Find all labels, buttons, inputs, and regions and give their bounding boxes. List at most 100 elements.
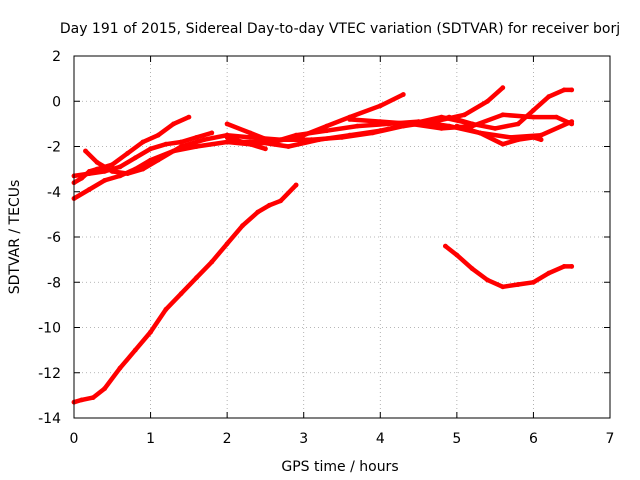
data-point [255, 139, 261, 145]
data-point [224, 139, 230, 145]
data-point [286, 144, 291, 149]
data-point [125, 150, 130, 156]
data-point [125, 171, 130, 177]
data-point [117, 365, 123, 371]
data-point [266, 202, 272, 208]
data-point [377, 103, 383, 109]
data-point [500, 141, 506, 147]
y-axis-label: SDTVAR / TECUs [7, 180, 23, 295]
data-point [90, 395, 96, 400]
data-point [186, 114, 192, 120]
data-point [515, 282, 521, 287]
data-point [538, 137, 544, 143]
data-point [500, 284, 506, 290]
series-line-sat-m [443, 243, 574, 290]
data-point [247, 130, 253, 136]
data-point [546, 270, 552, 276]
grid [74, 56, 610, 418]
data-point [500, 112, 506, 118]
data-point [148, 329, 154, 335]
data-point [83, 148, 88, 154]
data-point [178, 139, 184, 145]
data-point [446, 114, 452, 120]
data-point [531, 107, 536, 113]
y-tick-label: -8 [47, 275, 61, 291]
data-point [324, 128, 330, 134]
data-point [224, 132, 230, 138]
data-point [155, 132, 161, 138]
data-point [554, 114, 559, 120]
data-point [400, 92, 406, 97]
data-point [324, 123, 330, 129]
x-tick-label: 3 [299, 431, 308, 447]
data-point [171, 121, 176, 127]
data-point [423, 121, 429, 127]
data-point [347, 117, 353, 122]
data-point [224, 121, 230, 127]
data-point [538, 132, 544, 138]
x-tick-label: 6 [529, 431, 538, 447]
data-point [278, 198, 284, 204]
y-tick-label: 2 [52, 49, 61, 65]
data-point [531, 135, 536, 140]
data-point [561, 264, 567, 269]
data-point [109, 162, 115, 168]
data-point [102, 386, 107, 391]
y-tick-label: -10 [38, 321, 61, 337]
data-point [569, 87, 575, 93]
chart-title: Day 191 of 2015, Sidereal Day-to-day VTE… [60, 21, 620, 37]
data-point [293, 132, 299, 138]
data-point [561, 87, 567, 93]
data-point [531, 114, 536, 120]
data-point [309, 137, 314, 143]
data-point [117, 164, 123, 170]
data-point [531, 279, 536, 285]
data-point [500, 85, 506, 91]
x-tick-label: 0 [70, 431, 79, 447]
data-point [224, 241, 230, 247]
data-point [94, 159, 100, 165]
data-point [354, 123, 360, 129]
y-tick-label: -14 [38, 411, 61, 427]
data-point [140, 139, 146, 145]
data-point [515, 121, 521, 127]
data-point [546, 94, 552, 100]
data-point [515, 137, 521, 143]
data-point [155, 157, 161, 163]
data-point [377, 119, 383, 124]
data-point [148, 146, 154, 152]
data-point [469, 121, 475, 127]
data-point [270, 139, 276, 145]
y-tick-label: -2 [47, 140, 61, 156]
data-point [178, 291, 184, 296]
data-point [102, 178, 107, 183]
series-group [71, 85, 575, 405]
data-point [454, 252, 460, 258]
data-point [492, 125, 498, 131]
data-point [508, 135, 513, 140]
x-tick-label: 7 [606, 431, 615, 447]
data-point [163, 141, 169, 147]
data-point [209, 259, 215, 265]
data-point [462, 112, 467, 118]
data-point [569, 264, 575, 269]
data-point [439, 125, 444, 131]
data-point [201, 137, 207, 143]
data-point [79, 397, 85, 403]
data-point [339, 135, 345, 140]
data-point [86, 187, 92, 192]
data-point [485, 98, 490, 104]
series-line-sat-b [71, 130, 215, 179]
data-point [132, 155, 138, 161]
data-point [443, 243, 448, 249]
data-point [477, 130, 483, 136]
data-point [102, 169, 107, 174]
data-point [485, 277, 490, 283]
data-point [209, 130, 215, 136]
data-point [240, 223, 245, 229]
axis-ticks: 0 1 2 3 4 5 6 7 -14 -12 -10 -8 -6 -4 -2 0 2 [38, 49, 614, 447]
data-point [194, 275, 199, 281]
data-point [194, 144, 199, 149]
series-line-sat-l [71, 182, 299, 405]
